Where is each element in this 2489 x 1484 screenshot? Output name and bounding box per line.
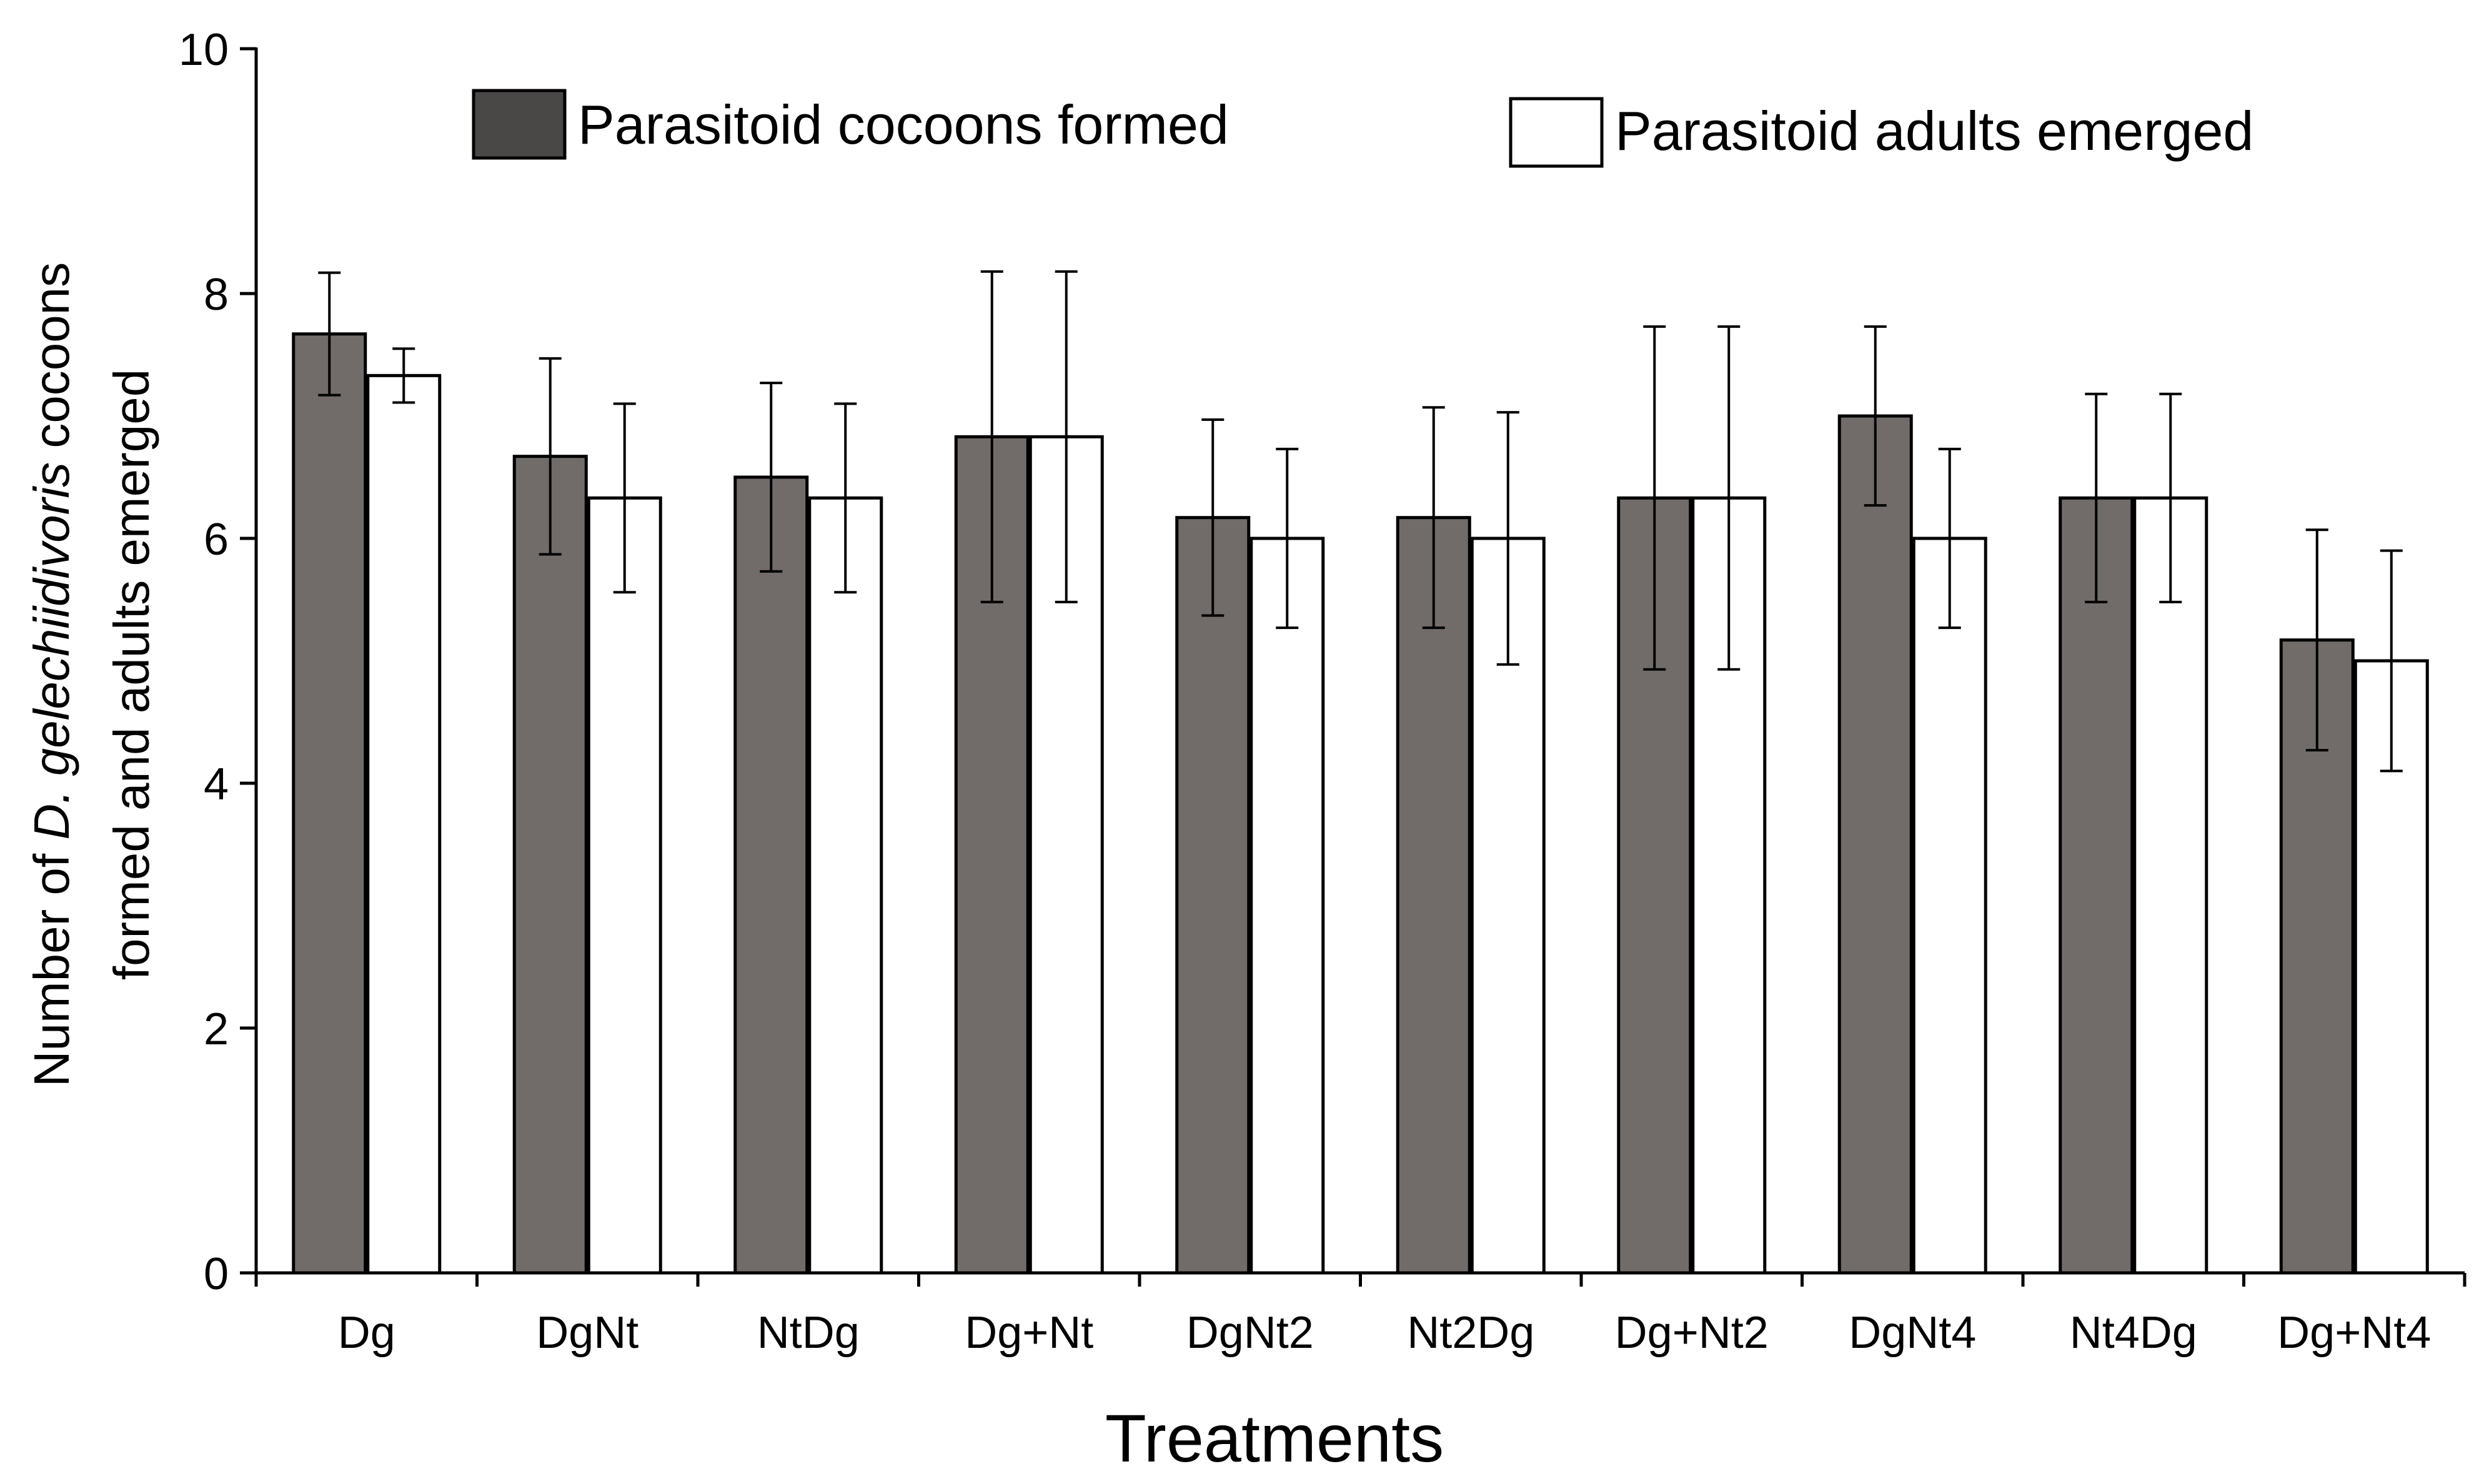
legend-swatch-cocoons bbox=[472, 89, 567, 160]
error-bar-cocoons-DgNt bbox=[539, 357, 562, 556]
x-tick-label-Nt4Dg: Nt4Dg bbox=[2070, 1308, 2197, 1358]
bar-adults-Dg bbox=[366, 373, 442, 1275]
bar-cocoons-DgNt4 bbox=[1837, 414, 1913, 1275]
error-bar-cocoons-Dg+Nt bbox=[980, 270, 1003, 603]
error-bar-adults-Nt2Dg bbox=[1496, 411, 1519, 666]
legend: Parasitoid cocoons formed Parasitoid adu… bbox=[472, 89, 2253, 168]
legend-label-adults: Parasitoid adults emerged bbox=[1615, 100, 2253, 162]
x-tick-label-Dg+Nt2: Dg+Nt2 bbox=[1615, 1308, 1769, 1358]
y-tick-label-4: 4 bbox=[204, 759, 229, 809]
bar-cocoons-DgNt2 bbox=[1175, 516, 1251, 1275]
bar-adults-Nt4Dg bbox=[2133, 496, 2208, 1275]
error-bar-adults-DgNt bbox=[613, 402, 636, 594]
error-bar-cocoons-Dg+Nt4 bbox=[2305, 528, 2328, 752]
y-axis-title-line2: formed and adults emerged bbox=[104, 369, 159, 980]
x-tick-label-Dg+Nt: Dg+Nt bbox=[965, 1308, 1093, 1358]
y-axis-title-line1: Number of D. gelechiidivoris cocoons bbox=[24, 262, 79, 1087]
bars-layer bbox=[292, 332, 2429, 1275]
x-tick-label-DgNt4: DgNt4 bbox=[1849, 1308, 1976, 1358]
y-axis-title-prefix: Number of bbox=[24, 840, 79, 1087]
x-tick-label-Dg: Dg bbox=[338, 1308, 395, 1358]
error-bar-cocoons-Dg+Nt2 bbox=[1643, 325, 1666, 671]
error-bar-cocoons-Dg bbox=[318, 271, 341, 397]
y-tick-label-2: 2 bbox=[204, 1004, 229, 1054]
error-bar-adults-Dg+Nt bbox=[1055, 270, 1078, 603]
y-axis-title-suffix: cocoons bbox=[24, 262, 79, 462]
x-tick-label-DgNt2: DgNt2 bbox=[1186, 1308, 1314, 1358]
error-bar-adults-Dg bbox=[392, 347, 415, 404]
y-tick-label-8: 8 bbox=[204, 270, 229, 320]
error-bar-adults-Dg+Nt4 bbox=[2380, 549, 2403, 773]
y-axis-title: Number of D. gelechiidivoris cocoons for… bbox=[24, 262, 159, 1087]
error-bars-layer bbox=[318, 270, 2403, 773]
x-tick-label-DgNt: DgNt bbox=[536, 1308, 638, 1358]
bar-cocoons-Nt2Dg bbox=[1396, 516, 1471, 1275]
error-bar-adults-Nt4Dg bbox=[2159, 392, 2182, 603]
bar-adults-DgNt2 bbox=[1249, 537, 1325, 1275]
y-tick-label-10: 10 bbox=[179, 25, 229, 75]
y-axis-title-italic: D. gelechiidivoris bbox=[24, 462, 79, 840]
error-bar-cocoons-NtDg bbox=[760, 382, 783, 573]
labels-layer: Dg DgNt NtDg Dg+Nt DgNt2 Nt2Dg Dg+Nt2 DgNt4 Nt4D… bbox=[179, 25, 2431, 1358]
legend-label-cocoons: Parasitoid cocoons formed bbox=[578, 94, 1229, 156]
error-bar-adults-Dg+Nt2 bbox=[1717, 325, 1741, 671]
x-tick-label-Nt2Dg: Nt2Dg bbox=[1407, 1308, 1534, 1358]
error-bar-cocoons-Nt4Dg bbox=[2085, 392, 2108, 603]
bar-adults-DgNt4 bbox=[1912, 537, 1987, 1275]
error-bar-cocoons-DgNt2 bbox=[1201, 418, 1225, 617]
error-bar-adults-DgNt4 bbox=[1938, 447, 1961, 630]
error-bar-cocoons-Nt2Dg bbox=[1422, 406, 1445, 630]
x-tick-label-Dg+Nt4: Dg+Nt4 bbox=[2277, 1308, 2431, 1358]
error-bar-adults-DgNt2 bbox=[1276, 447, 1299, 630]
bar-cocoons-Dg+Nt2 bbox=[1617, 496, 1692, 1275]
x-axis-title: Treatments bbox=[1105, 1400, 1444, 1476]
error-bar-adults-NtDg bbox=[834, 402, 857, 594]
x-tick-label-NtDg: NtDg bbox=[757, 1308, 860, 1358]
error-bar-cocoons-DgNt4 bbox=[1864, 325, 1887, 507]
y-tick-label-6: 6 bbox=[204, 515, 229, 565]
axes-layer bbox=[240, 47, 2467, 1287]
bar-cocoons-NtDg bbox=[733, 475, 809, 1275]
y-tick-label-0: 0 bbox=[204, 1249, 229, 1299]
bar-cocoons-Dg bbox=[292, 332, 367, 1275]
bar-adults-NtDg bbox=[808, 496, 883, 1275]
bar-cocoons-Nt4Dg bbox=[2059, 496, 2134, 1275]
bar-adults-DgNt bbox=[587, 496, 662, 1275]
bar-cocoons-DgNt bbox=[512, 455, 588, 1275]
legend-swatch-adults bbox=[1509, 97, 1604, 168]
